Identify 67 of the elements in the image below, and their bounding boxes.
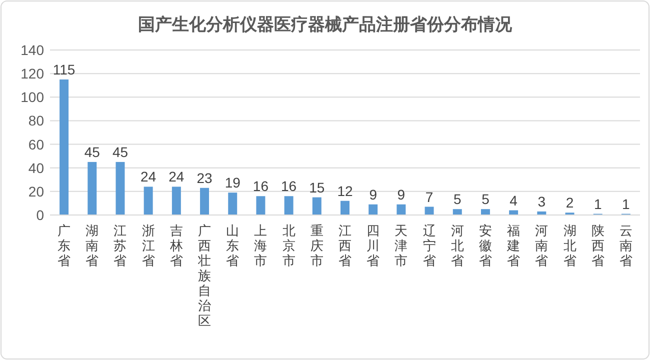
data-label: 1 xyxy=(622,196,630,212)
x-tick-label: 北京市 xyxy=(282,223,296,268)
x-tick-label: 湖北省 xyxy=(563,223,576,268)
bar xyxy=(256,196,266,215)
x-tick-label: 广东省 xyxy=(58,223,71,268)
data-label: 16 xyxy=(252,178,269,194)
data-label: 9 xyxy=(397,186,406,202)
data-label: 3 xyxy=(538,193,546,210)
y-tick-label: 120 xyxy=(20,66,44,82)
bar xyxy=(144,186,153,215)
x-tick-label: 山东省 xyxy=(226,223,240,268)
x-tick-label: 重庆市 xyxy=(310,223,324,268)
x-tick-label: 河北省 xyxy=(450,223,464,268)
y-tick-label: 0 xyxy=(36,207,44,223)
x-tick-label: 广西壮族自治区 xyxy=(197,223,212,328)
bar xyxy=(284,196,294,215)
bar xyxy=(228,192,238,215)
data-label: 45 xyxy=(112,144,128,160)
bar xyxy=(424,206,434,215)
data-label: 4 xyxy=(510,192,518,208)
bar xyxy=(396,204,406,215)
data-label: 19 xyxy=(224,174,241,191)
bar xyxy=(368,204,378,215)
y-tick-label: 20 xyxy=(28,183,44,200)
data-label: 5 xyxy=(482,191,490,208)
x-tick-label: 云南省 xyxy=(619,223,632,268)
x-tick-label: 江西省 xyxy=(338,223,352,268)
bar xyxy=(200,188,210,215)
data-label: 9 xyxy=(369,186,378,202)
y-tick-label: 60 xyxy=(28,136,44,152)
data-label: 5 xyxy=(453,191,462,208)
x-tick-label: 浙江省 xyxy=(142,223,155,268)
bar xyxy=(312,197,322,215)
x-tick-label: 湖南省 xyxy=(86,223,99,268)
x-tick-label: 天津市 xyxy=(394,223,408,268)
data-label: 15 xyxy=(309,179,325,196)
y-tick-label: 100 xyxy=(20,89,44,106)
bar xyxy=(60,79,69,215)
x-tick-label: 吉林省 xyxy=(168,223,183,268)
x-tick-label: 河南省 xyxy=(535,223,548,268)
bar xyxy=(88,162,97,215)
y-tick-label: 40 xyxy=(28,160,44,176)
x-tick-label: 福建省 xyxy=(506,223,520,268)
y-tick-label: 80 xyxy=(28,112,44,129)
data-label: 7 xyxy=(425,188,434,205)
data-label: 23 xyxy=(196,170,213,186)
bar xyxy=(480,209,490,215)
bar xyxy=(116,162,125,215)
data-label: 45 xyxy=(84,144,100,160)
y-tick-label: 140 xyxy=(20,42,44,58)
x-tick-label: 安徽省 xyxy=(478,223,492,268)
x-tick-label: 四川省 xyxy=(366,223,380,268)
data-label: 12 xyxy=(337,182,353,199)
data-label: 16 xyxy=(281,178,297,194)
data-label: 2 xyxy=(566,194,574,211)
x-tick-label: 上海市 xyxy=(254,223,268,268)
bar xyxy=(172,186,181,215)
bar xyxy=(340,200,350,215)
x-tick-label: 陕西省 xyxy=(591,223,604,268)
x-tick-label: 辽宁省 xyxy=(422,223,436,268)
data-label: 24 xyxy=(168,168,184,185)
data-label: 115 xyxy=(52,61,76,78)
data-label: 1 xyxy=(594,196,602,212)
data-label: 24 xyxy=(140,168,156,185)
x-tick-label: 江苏省 xyxy=(114,223,127,268)
chart-title: 国产生化分析仪器医疗器械产品注册省份分布情况 xyxy=(138,15,513,34)
bar xyxy=(452,209,462,215)
